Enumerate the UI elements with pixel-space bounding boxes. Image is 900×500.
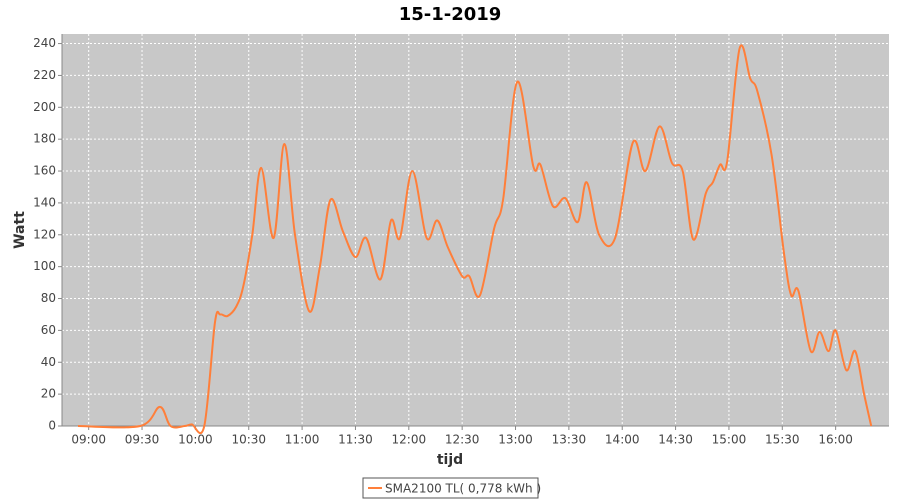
x-tick-label: 14:30 — [658, 433, 693, 447]
y-tick-label: 120 — [33, 227, 56, 241]
x-tick-label: 09:30 — [125, 433, 160, 447]
series-line — [78, 44, 873, 434]
y-tick-label: 200 — [33, 100, 56, 114]
x-tick-label: 11:30 — [338, 433, 373, 447]
x-tick-label: 15:30 — [765, 433, 800, 447]
x-tick-label: 10:00 — [178, 433, 213, 447]
x-tick-label: 15:00 — [712, 433, 747, 447]
y-tick-label: 140 — [33, 195, 56, 209]
y-tick-label: 100 — [33, 259, 56, 273]
legend-box — [362, 477, 539, 499]
y-tick-label: 80 — [41, 291, 56, 305]
y-tick-label: 240 — [33, 36, 56, 50]
y-axis-label: Watt — [12, 211, 28, 249]
x-axis-label: tijd — [437, 452, 463, 468]
x-tick-label: 13:30 — [552, 433, 587, 447]
x-tick-label: 11:00 — [285, 433, 320, 447]
y-tick-label: 20 — [41, 387, 56, 401]
x-tick-label: 16:00 — [818, 433, 853, 447]
y-tick-label: 180 — [33, 132, 56, 146]
y-tick-label: 160 — [33, 164, 56, 178]
x-tick-label: 14:00 — [605, 433, 640, 447]
x-tick-label: 12:00 — [392, 433, 427, 447]
chart-title: 15-1-2019 — [399, 4, 502, 25]
plot-area — [62, 34, 889, 426]
y-tick-label: 60 — [41, 323, 56, 337]
x-tick-label: 13:00 — [498, 433, 533, 447]
x-tick-label: 10:30 — [231, 433, 266, 447]
legend-label: SMA2100 TL( 0,778 kWh ) — [385, 482, 541, 496]
x-tick-label: 09:00 — [71, 433, 106, 447]
y-tick-label: 40 — [41, 355, 56, 369]
y-tick-label: 0 — [48, 419, 56, 433]
y-tick-label: 220 — [33, 68, 56, 82]
x-tick-label: 12:30 — [445, 433, 480, 447]
